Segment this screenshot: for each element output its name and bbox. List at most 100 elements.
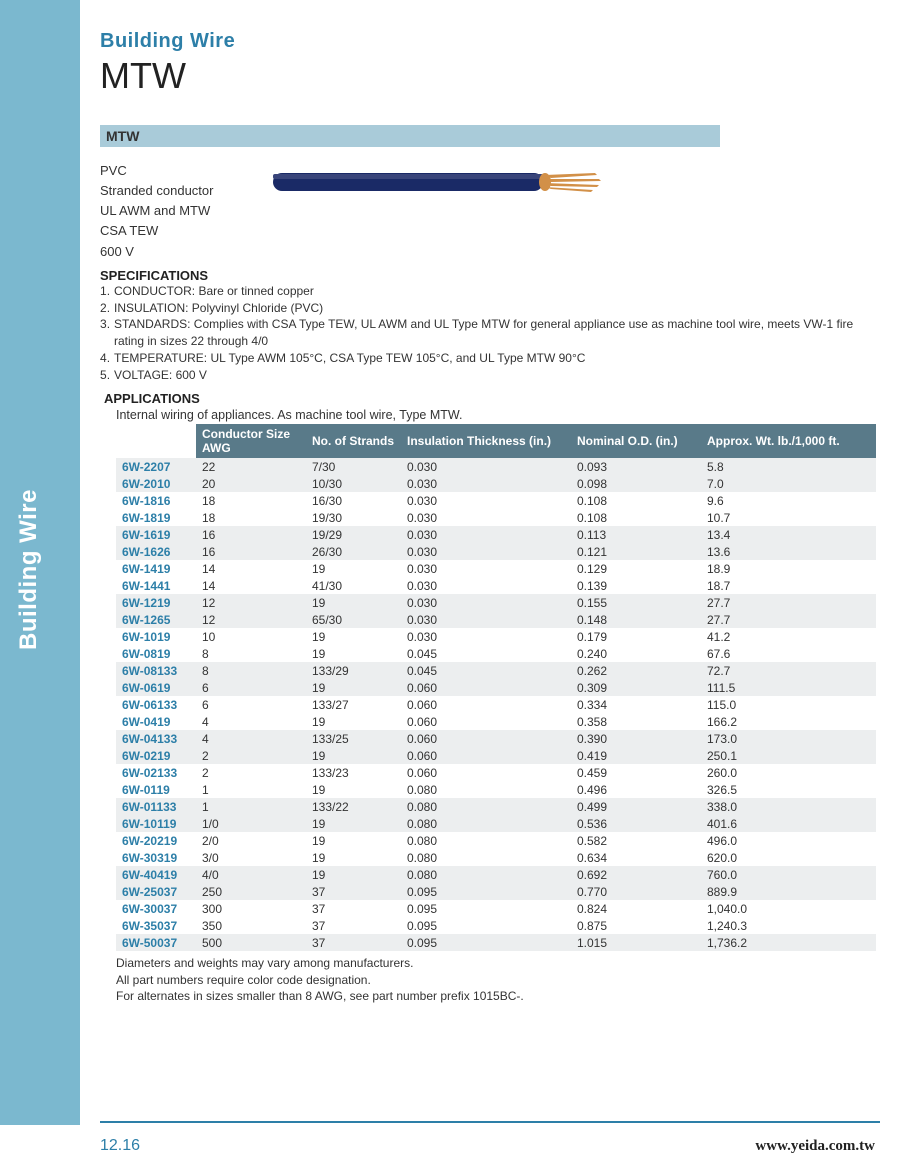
- table-row: 6W-12651265/300.0300.14827.7: [116, 611, 876, 628]
- table-row: 6W-20102010/300.0300.0987.0: [116, 475, 876, 492]
- table-cell: 0.030: [401, 475, 571, 492]
- part-number-cell: 6W-0219: [116, 747, 196, 764]
- table-cell: 0.030: [401, 594, 571, 611]
- table-cell: 0.390: [571, 730, 701, 747]
- table-cell: 19: [306, 560, 401, 577]
- table-cell: 19: [306, 781, 401, 798]
- part-number-cell: 6W-08133: [116, 662, 196, 679]
- table-cell: 401.6: [701, 815, 876, 832]
- table-cell: 0.121: [571, 543, 701, 560]
- table-cell: 37: [306, 917, 401, 934]
- table-row: 6W-011331133/220.0800.499338.0: [116, 798, 876, 815]
- table-cell: 0.060: [401, 713, 571, 730]
- part-number-cell: 6W-30037: [116, 900, 196, 917]
- table-header-cell: Insulation Thickness (in.): [401, 424, 571, 458]
- table-cell: 0.095: [401, 883, 571, 900]
- table-row: 6W-08198190.0450.24067.6: [116, 645, 876, 662]
- table-cell: 133/23: [306, 764, 401, 781]
- table-cell: 0.080: [401, 849, 571, 866]
- table-cell: 350: [196, 917, 306, 934]
- table-cell: 500: [196, 934, 306, 951]
- table-cell: 0.262: [571, 662, 701, 679]
- table-cell: 22: [196, 458, 306, 475]
- table-cell: 0.108: [571, 509, 701, 526]
- table-cell: 0.634: [571, 849, 701, 866]
- table-cell: 111.5: [701, 679, 876, 696]
- table-cell: 14: [196, 560, 306, 577]
- applications-text: Internal wiring of appliances. As machin…: [116, 408, 880, 422]
- table-header-cell: No. of Strands: [306, 424, 401, 458]
- table-body: 6W-2207227/300.0300.0935.86W-20102010/30…: [116, 458, 876, 951]
- sidebar-label: Building Wire: [15, 489, 43, 650]
- table-cell: 0.080: [401, 815, 571, 832]
- table-cell: 0.060: [401, 730, 571, 747]
- table-cell: 10/30: [306, 475, 401, 492]
- table-cell: 0.030: [401, 492, 571, 509]
- table-row: 6W-06196190.0600.309111.5: [116, 679, 876, 696]
- table-cell: 19: [306, 645, 401, 662]
- table-cell: 0.496: [571, 781, 701, 798]
- table-cell: 133/29: [306, 662, 401, 679]
- table-cell: 72.7: [701, 662, 876, 679]
- spec-item: STANDARDS: Complies with CSA Type TEW, U…: [100, 316, 880, 350]
- table-row: 6W-202192/0190.0800.582496.0: [116, 832, 876, 849]
- table-cell: 4: [196, 713, 306, 730]
- table-row: 6W-2207227/300.0300.0935.8: [116, 458, 876, 475]
- table-cell: 496.0: [701, 832, 876, 849]
- table-row: 6W-14411441/300.0300.13918.7: [116, 577, 876, 594]
- table-cell: 3/0: [196, 849, 306, 866]
- table-cell: 1/0: [196, 815, 306, 832]
- table-row: 6W-021332133/230.0600.459260.0: [116, 764, 876, 781]
- table-cell: 0.045: [401, 645, 571, 662]
- table-cell: 0.155: [571, 594, 701, 611]
- table-cell: 37: [306, 934, 401, 951]
- table-row: 6W-16191619/290.0300.11313.4: [116, 526, 876, 543]
- table-cell: 250: [196, 883, 306, 900]
- table-cell: 19: [306, 815, 401, 832]
- table-cell: 0.095: [401, 900, 571, 917]
- table-cell: 7/30: [306, 458, 401, 475]
- table-cell: 260.0: [701, 764, 876, 781]
- table-cell: 2: [196, 747, 306, 764]
- table-cell: 8: [196, 645, 306, 662]
- part-number-cell: 6W-04133: [116, 730, 196, 747]
- table-cell: 0.060: [401, 696, 571, 713]
- table-cell: 19/30: [306, 509, 401, 526]
- table-cell: 0.459: [571, 764, 701, 781]
- spec-table: Conductor Size AWGNo. of StrandsInsulati…: [116, 424, 876, 951]
- table-cell: 0.129: [571, 560, 701, 577]
- table-cell: 67.6: [701, 645, 876, 662]
- table-cell: 0.875: [571, 917, 701, 934]
- table-cell: 326.5: [701, 781, 876, 798]
- table-cell: 0.030: [401, 628, 571, 645]
- part-number-cell: 6W-01133: [116, 798, 196, 815]
- table-cell: 2/0: [196, 832, 306, 849]
- table-cell: 0.080: [401, 798, 571, 815]
- table-cell: 1: [196, 781, 306, 798]
- part-number-cell: 6W-1816: [116, 492, 196, 509]
- specifications-list: CONDUCTOR: Bare or tinned copperINSULATI…: [100, 283, 880, 384]
- table-cell: 13.4: [701, 526, 876, 543]
- table-cell: 173.0: [701, 730, 876, 747]
- table-row: 6W-35037350370.0950.8751,240.3: [116, 917, 876, 934]
- intro-list: PVCStranded conductorUL AWM and MTWCSA T…: [100, 161, 213, 262]
- table-cell: 7.0: [701, 475, 876, 492]
- table-cell: 0.824: [571, 900, 701, 917]
- intro-line: PVC: [100, 161, 213, 181]
- table-cell: 65/30: [306, 611, 401, 628]
- table-cell: 889.9: [701, 883, 876, 900]
- footnote: All part numbers require color code desi…: [116, 972, 880, 988]
- part-number-cell: 6W-1619: [116, 526, 196, 543]
- table-cell: 19: [306, 713, 401, 730]
- table-header-row: Conductor Size AWGNo. of StrandsInsulati…: [116, 424, 876, 458]
- spec-item: TEMPERATURE: UL Type AWM 105°C, CSA Type…: [100, 350, 880, 367]
- table-cell: 5.8: [701, 458, 876, 475]
- table-cell: 0.582: [571, 832, 701, 849]
- table-cell: 1,736.2: [701, 934, 876, 951]
- table-row: 6W-30037300370.0950.8241,040.0: [116, 900, 876, 917]
- footnote: For alternates in sizes smaller than 8 A…: [116, 988, 880, 1004]
- table-header-cell: Conductor Size AWG: [196, 424, 306, 458]
- spec-item: CONDUCTOR: Bare or tinned copper: [100, 283, 880, 300]
- table-cell: 1: [196, 798, 306, 815]
- table-row: 6W-404194/0190.0800.692760.0: [116, 866, 876, 883]
